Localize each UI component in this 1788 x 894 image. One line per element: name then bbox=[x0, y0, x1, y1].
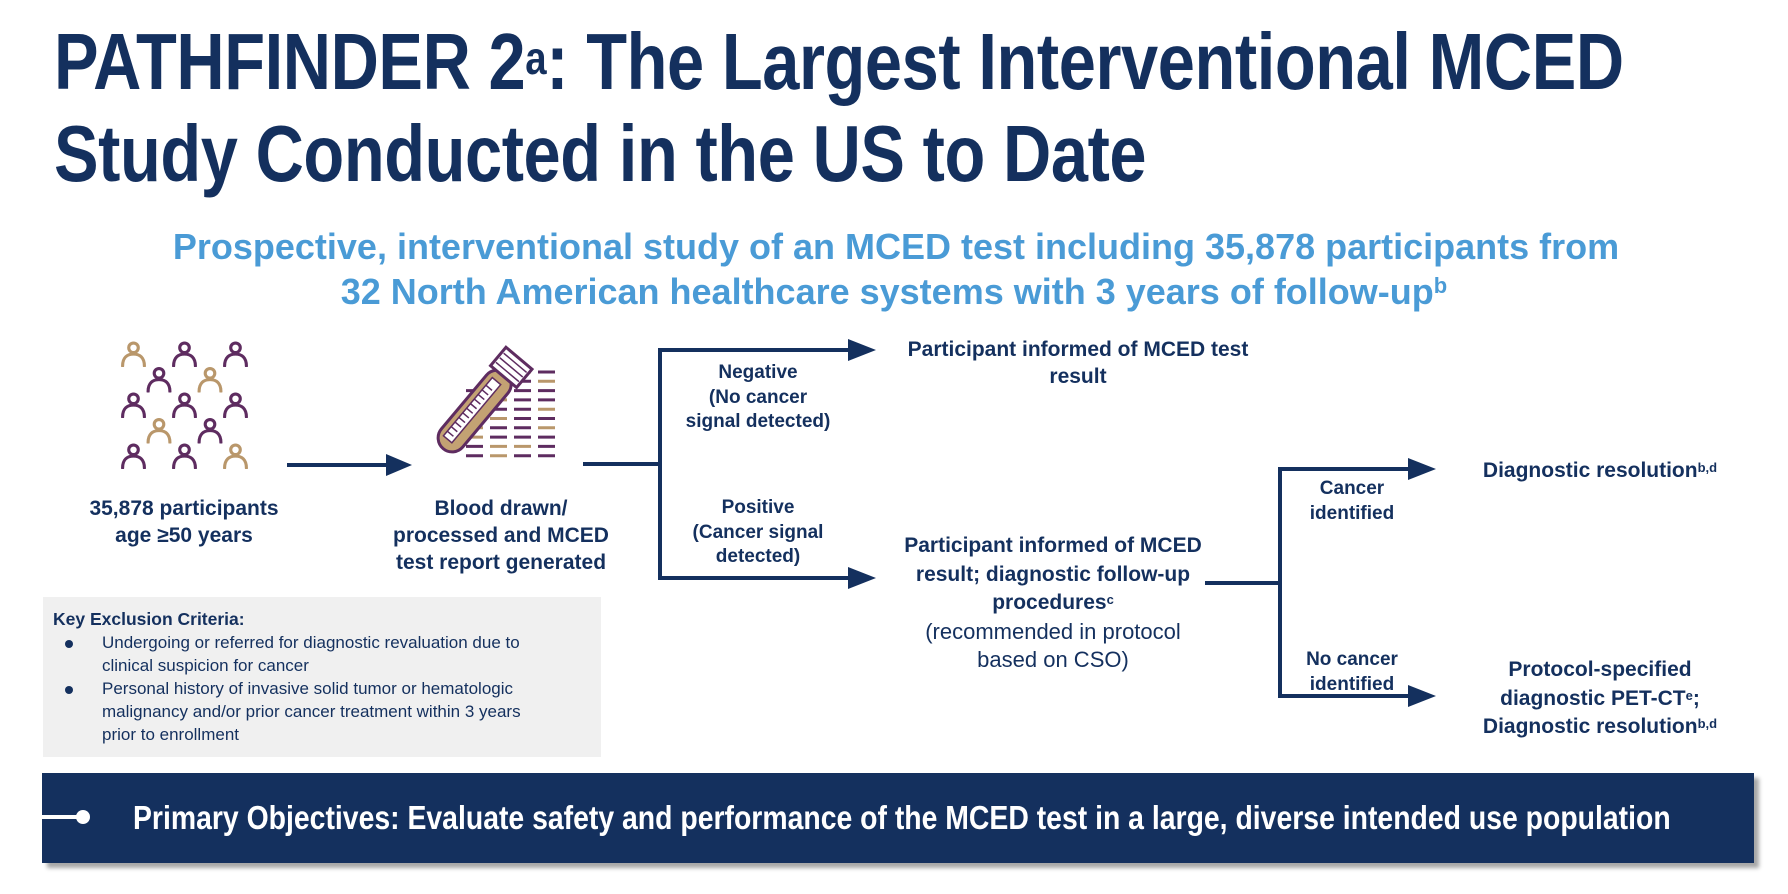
negative-branch-label: Negative (No cancer signal detected) bbox=[685, 362, 831, 432]
person-icon bbox=[172, 443, 197, 469]
arrow-head-icon bbox=[1408, 458, 1436, 480]
person-icon bbox=[223, 341, 248, 367]
arrow-head-icon bbox=[1408, 685, 1436, 707]
cancer-identified-label: Cancer identified bbox=[1309, 478, 1395, 524]
people-group-icon bbox=[121, 341, 248, 469]
arrow-head-icon bbox=[386, 454, 412, 476]
person-icon bbox=[172, 392, 197, 418]
exclusion-criteria-title: Key Exclusion Criteria: bbox=[53, 609, 245, 629]
person-icon bbox=[121, 392, 146, 418]
exclusion-item: Undergoing or referred for diagnostic re… bbox=[43, 631, 591, 677]
person-icon bbox=[121, 443, 146, 469]
bullet-icon bbox=[65, 640, 73, 648]
cancer-identified-outcome: Diagnostic resolutionb,d bbox=[1482, 459, 1718, 482]
population-label: 35,878 participants age ≥50 years bbox=[89, 497, 279, 547]
bullet-icon bbox=[65, 686, 73, 694]
banner-line-icon bbox=[42, 815, 82, 819]
person-icon bbox=[146, 366, 172, 393]
primary-objectives-text: Primary Objectives: Evaluate safety and … bbox=[133, 799, 1671, 836]
arrow-head-icon bbox=[848, 339, 876, 361]
title-line-1: PATHFINDER 2a: The Largest Interventiona… bbox=[54, 17, 1624, 106]
person-icon bbox=[197, 366, 223, 393]
blood-draw-label: Blood drawn/ processed and MCED test rep… bbox=[393, 497, 609, 574]
banner-dot-icon bbox=[76, 810, 90, 824]
negative-outcome: Participant informed of MCED test result bbox=[907, 338, 1249, 388]
arrow-head-icon bbox=[848, 567, 876, 589]
exclusion-criteria-box: Key Exclusion Criteria: Undergoing or re… bbox=[43, 597, 601, 757]
no-cancer-identified-label: No cancer identified bbox=[1306, 649, 1398, 695]
connector-line bbox=[1278, 467, 1410, 698]
person-icon bbox=[197, 417, 223, 444]
no-cancer-identified-outcome: Protocol-specified diagnostic PET-CTe; D… bbox=[1482, 658, 1718, 738]
person-icon bbox=[146, 417, 172, 444]
subtitle-line-1: Prospective, interventional study of an … bbox=[172, 226, 1620, 267]
test-tube-report-icon bbox=[436, 345, 555, 458]
connector-line bbox=[658, 348, 850, 580]
person-icon bbox=[121, 341, 146, 367]
positive-branch-label: Positive (Cancer signal detected) bbox=[692, 497, 824, 567]
subtitle-line-2: 32 North American healthcare systems wit… bbox=[340, 271, 1448, 312]
exclusion-item: Personal history of invasive solid tumor… bbox=[43, 677, 591, 746]
person-icon bbox=[223, 392, 248, 418]
person-icon bbox=[172, 341, 197, 367]
title-line-2: Study Conducted in the US to Date bbox=[54, 109, 1147, 198]
positive-outcome: Participant informed of MCED result; dia… bbox=[904, 534, 1202, 672]
person-icon bbox=[223, 443, 248, 469]
exclusion-criteria-list: Undergoing or referred for diagnostic re… bbox=[43, 631, 591, 746]
primary-objectives-banner: Primary Objectives: Evaluate safety and … bbox=[42, 773, 1754, 863]
